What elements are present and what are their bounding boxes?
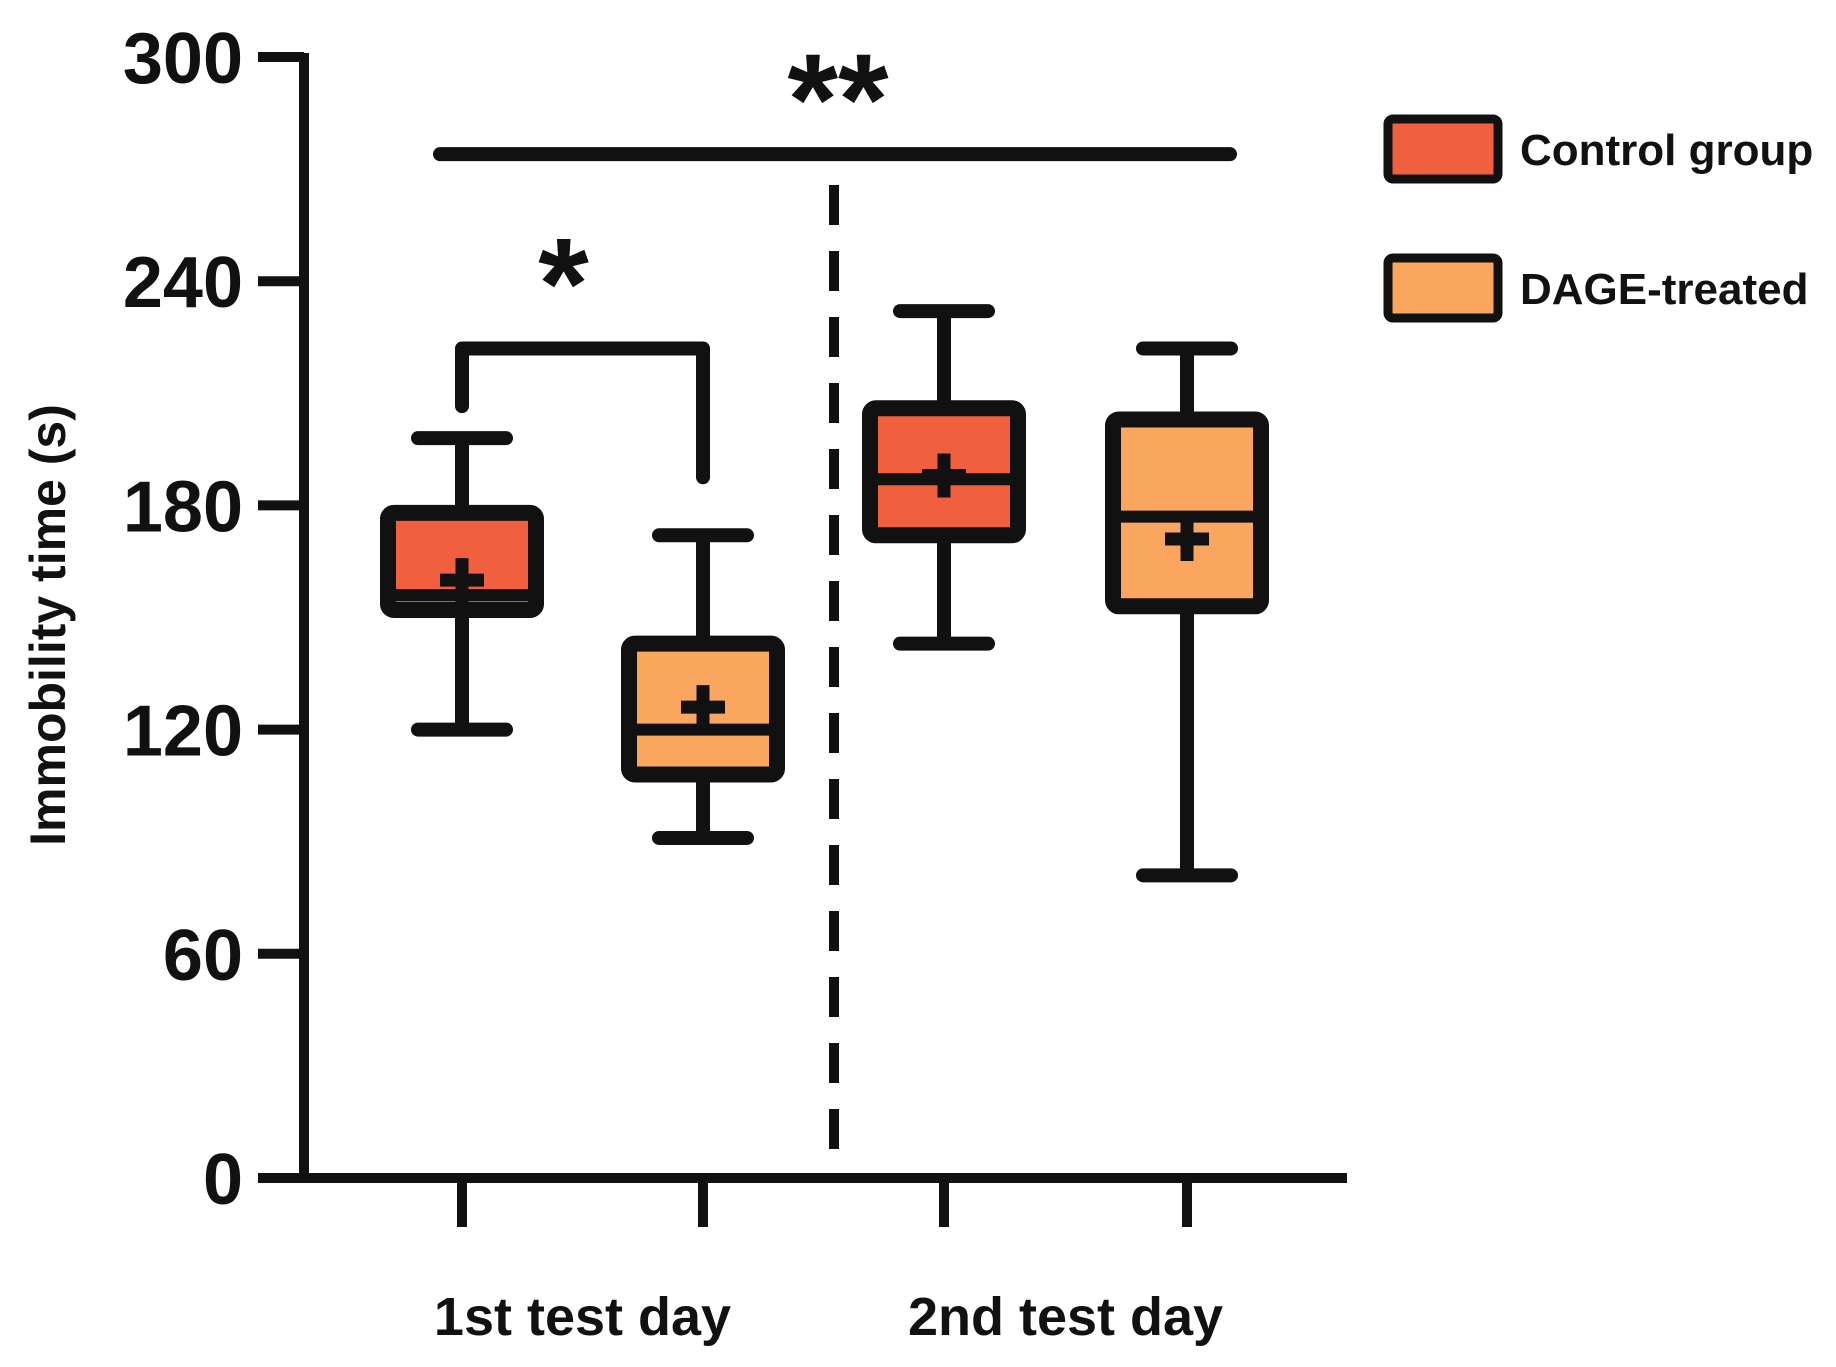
significance-bracket-1 bbox=[455, 341, 710, 485]
y-tick-label-300: 300 bbox=[123, 19, 243, 99]
legend-item-1: Control group bbox=[1383, 114, 1813, 184]
y-axis: 0 60 120 180 240 300 bbox=[123, 19, 309, 1220]
y-tick-label-120: 120 bbox=[123, 692, 243, 772]
y-tick-label-60: 60 bbox=[163, 916, 243, 996]
box-1 bbox=[380, 431, 544, 737]
significance-annotations: *** bbox=[433, 26, 1237, 485]
x-category-label-1: 1st test day bbox=[434, 1287, 731, 1347]
box-4 bbox=[1105, 341, 1269, 883]
legend-label: Control group bbox=[1520, 126, 1813, 175]
y-tick-label-180: 180 bbox=[123, 467, 243, 547]
y-axis-title: Immobility time (s) bbox=[20, 404, 76, 846]
x-category-label-2: 2nd test day bbox=[908, 1287, 1223, 1347]
significance-label-1: * bbox=[538, 210, 589, 356]
legend-item-2: DAGE-treated bbox=[1383, 253, 1809, 323]
x-axis: 1st test day 2nd test day bbox=[258, 1173, 1347, 1347]
boxes bbox=[380, 304, 1269, 883]
legend: Control group DAGE-treated bbox=[1383, 114, 1813, 323]
box-2 bbox=[621, 528, 785, 845]
legend-swatch bbox=[1383, 114, 1503, 184]
box-3 bbox=[862, 304, 1026, 651]
significance-label-2: ** bbox=[787, 26, 889, 172]
y-tick-label-240: 240 bbox=[123, 243, 243, 323]
legend-swatch bbox=[1383, 253, 1503, 323]
y-tick-label-0: 0 bbox=[203, 1140, 243, 1220]
legend-label: DAGE-treated bbox=[1520, 265, 1809, 314]
